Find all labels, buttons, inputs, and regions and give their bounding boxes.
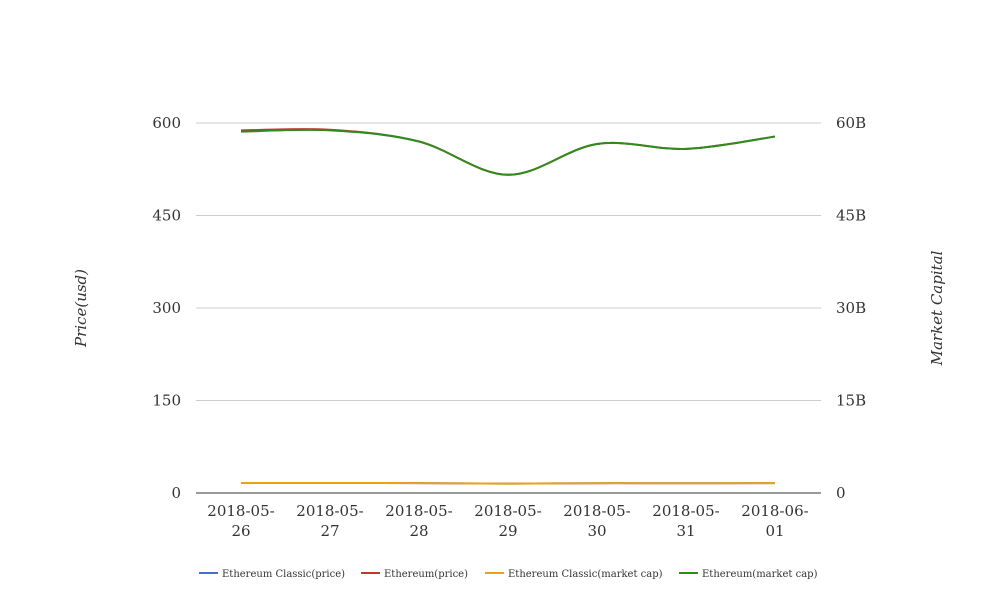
legend-label-ethereum-classic-price: Ethereum Classic(price) [222, 569, 345, 580]
y2-axis-title: Market Capital [928, 250, 946, 366]
y2-tick-label: 30B [836, 299, 866, 317]
series-line-ethereum-classic-market-cap [240, 481, 776, 485]
x-tick-label: 2018-05-31 [652, 502, 719, 540]
y-tick-label: 0 [171, 484, 181, 502]
x-tick-label: 2018-05-28 [385, 502, 452, 540]
y-tick-label: 300 [152, 299, 181, 317]
series-line-ethereum-market-cap [240, 128, 776, 176]
y2-tick-label: 60B [836, 114, 866, 132]
legend: Ethereum Classic(price) Ethereum(price) Et… [199, 569, 818, 580]
x-tick-label: 2018-05-29 [474, 502, 541, 540]
x-axis-ticks: 2018-05-26 2018-05-27 2018-05-28 2018-05-29… [207, 502, 808, 540]
x-tick-label: 2018-06-01 [741, 502, 808, 540]
x-tick-label: 2018-05-30 [563, 502, 630, 540]
x-tick-label: 2018-05-26 [207, 502, 274, 540]
legend-label-ethereum-price: Ethereum(price) [384, 569, 468, 580]
y-axis-title: Price(usd) [72, 269, 90, 348]
y2-tick-label: 45B [836, 207, 866, 225]
legend-label-ethereum-classic-market-cap: Ethereum Classic(market cap) [508, 569, 663, 580]
x-tick-label: 2018-05-27 [296, 502, 363, 540]
y2-tick-label: 15B [836, 392, 866, 410]
legend-label-ethereum-market-cap: Ethereum(market cap) [702, 569, 818, 580]
y-tick-label: 450 [152, 207, 181, 225]
grid-lines [196, 122, 821, 401]
y2-tick-label: 0 [836, 484, 846, 502]
series-lines [240, 128, 776, 485]
y-tick-label: 150 [152, 392, 181, 410]
right-axis-ticks: 0 15B 30B 45B 60B [836, 114, 866, 502]
y-tick-label: 600 [152, 114, 181, 132]
series-line-ethereum-price [240, 128, 776, 176]
left-axis-ticks: 0 150 300 450 600 [152, 114, 181, 502]
